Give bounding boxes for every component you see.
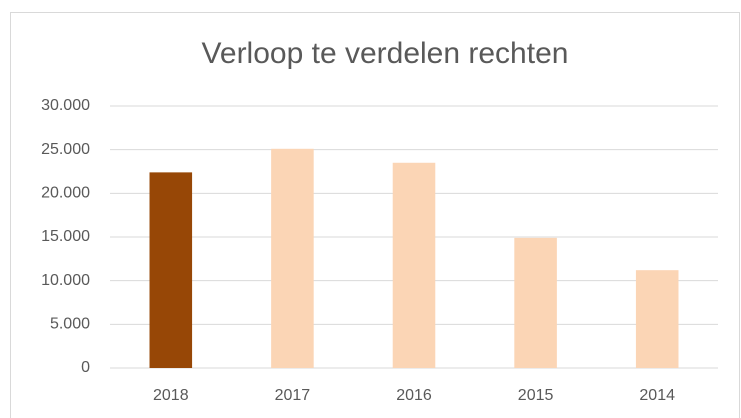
- bar: [514, 237, 557, 368]
- y-tick-label: 25.000: [41, 141, 90, 158]
- y-tick-label: 15.000: [41, 228, 90, 245]
- bar: [271, 148, 314, 368]
- chart-frame: [10, 12, 740, 418]
- y-tick-label: 5.000: [50, 316, 90, 333]
- y-tick-label: 20.000: [41, 185, 90, 202]
- bar: [635, 270, 679, 368]
- bar: [392, 162, 436, 368]
- x-tick-label: 2014: [639, 387, 675, 404]
- y-tick-label: 10.000: [41, 272, 90, 289]
- y-tick-label: 30.000: [41, 97, 90, 114]
- x-tick-label: 2018: [153, 387, 189, 404]
- bar: [149, 172, 193, 368]
- y-tick-label: 0: [81, 359, 90, 376]
- chart-title: Verloop te verdelen rechten: [202, 37, 569, 70]
- x-tick-label: 2017: [275, 387, 311, 404]
- x-tick-label: 2016: [396, 387, 432, 404]
- x-tick-label: 2015: [518, 387, 554, 404]
